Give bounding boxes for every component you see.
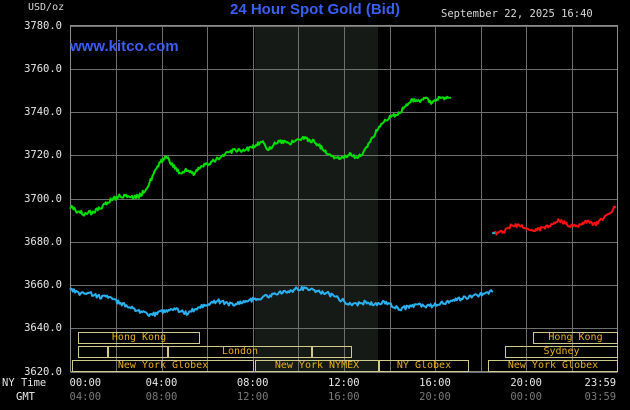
y-axis-unit-label: USD/oz [28, 2, 65, 13]
session-bar: New York NYMEX [255, 360, 379, 372]
session-bar: New York Globex [488, 360, 618, 372]
x-tick-ny: 16:00 [419, 377, 451, 389]
x-tick-ny: 12:00 [328, 377, 360, 389]
session-bar-blank [108, 346, 168, 358]
x-tick-ny: 08:00 [236, 377, 269, 389]
session-bar: New York Globex [72, 360, 254, 372]
x-tick-ny: 00:00 [69, 377, 102, 389]
x-axis-row2-label: GMT [16, 391, 35, 403]
series-line-1 [493, 205, 617, 236]
x-tick-ny: 23:59 [584, 377, 617, 389]
session-bar: London [168, 346, 312, 358]
session-bar: Hong Kong [533, 332, 618, 344]
series-line-0 [69, 285, 494, 318]
session-bar-blank [78, 346, 108, 358]
y-tick-label: 3680.0 [24, 235, 62, 248]
y-tick-label: 3780.0 [24, 19, 62, 32]
x-tick-gmt: 16:00 [328, 391, 360, 403]
session-label: NY Globex [396, 360, 452, 371]
x-tick-gmt: 08:00 [145, 391, 178, 403]
y-tick-label: 3660.0 [24, 279, 62, 291]
x-tick-gmt: 04:00 [69, 391, 102, 403]
nymex-session-shade [255, 25, 378, 372]
x-tick-gmt: 03:59 [584, 391, 617, 403]
session-bar-blank [312, 346, 352, 358]
series-line-2 [69, 95, 452, 217]
y-tick-label: 3640.0 [24, 322, 62, 335]
timestamp: September 22, 2025 16:40 [441, 8, 593, 20]
x-tick-gmt: 00:00 [510, 391, 542, 403]
session-label: New York NYMEX [274, 360, 360, 371]
x-tick-gmt: 20:00 [419, 391, 451, 403]
session-bar: NY Globex [379, 360, 469, 372]
x-tick-gmt: 12:00 [236, 391, 269, 403]
y-tick-label: 3620.0 [24, 365, 62, 378]
session-label: New York Globex [117, 360, 209, 371]
y-tick-label: 3720.0 [24, 149, 62, 162]
y-tick-label: 3740.0 [24, 106, 62, 118]
session-bar: Sydney [505, 346, 618, 358]
kitco-watermark: www.kitco.com [70, 38, 179, 55]
session-label: Sydney [543, 346, 580, 357]
page-title: 24 Hour Spot Gold (Bid) [230, 1, 400, 18]
x-tick-ny: 20:00 [510, 377, 542, 389]
session-label: London [221, 346, 259, 357]
session-bar: Hong Kong [78, 332, 200, 344]
session-label: New York Globex [507, 360, 599, 371]
x-axis-row1-label: NY Time [2, 377, 47, 389]
x-tick-ny: 04:00 [145, 377, 178, 389]
y-tick-label: 3700.0 [24, 192, 62, 205]
y-tick-label: 3760.0 [24, 62, 62, 75]
session-label: Hong Kong [111, 332, 167, 343]
session-label: Hong Kong [548, 332, 603, 343]
